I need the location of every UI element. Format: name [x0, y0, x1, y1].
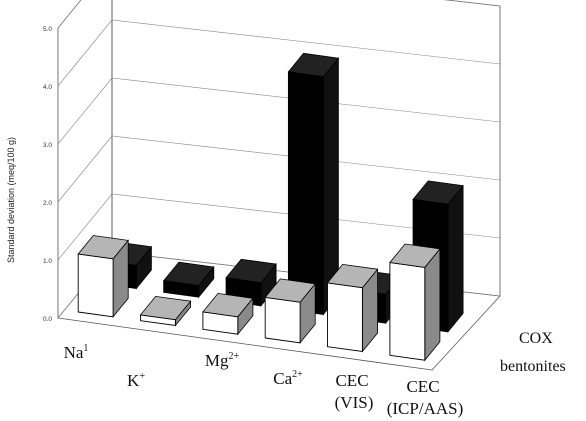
gridline [57, 19, 501, 87]
category-label: CEC [406, 377, 439, 396]
floor-edge [57, 295, 501, 371]
category-label-line2: (VIS) [335, 393, 374, 412]
category-label: CEC [335, 371, 368, 390]
gridline [57, 0, 501, 29]
category-label: Ca2+ [273, 369, 303, 388]
gridline [57, 193, 501, 261]
bar-top-cox [162, 261, 215, 286]
bar-bentonites [264, 296, 301, 344]
category-label: Na1 [64, 343, 89, 362]
gridline [57, 135, 501, 203]
bars [77, 52, 464, 362]
bar-top-cox [412, 180, 464, 205]
bar-cox [287, 71, 324, 316]
y-tick-label: 3.0 [43, 142, 52, 149]
bar-top-bentonites [77, 235, 129, 260]
bar-top-cox [225, 258, 277, 284]
gridline [57, 77, 501, 145]
y-tick-label: 0.0 [43, 316, 52, 323]
bar-side-cox [447, 184, 464, 333]
category-label: K+ [127, 371, 145, 390]
category-labels: Na1 K+ Mg2+ Ca2+ CEC (VIS) CEC (ICP/AAS) [64, 343, 464, 418]
bar-top-bentonites [202, 292, 254, 318]
bar-top-bentonites [139, 295, 192, 321]
series-label-bentonites: bentonites [500, 358, 566, 375]
category-label-line2: (ICP/AAS) [387, 399, 464, 418]
series-label-cox: COX [519, 330, 553, 347]
bar-side-bentonites [424, 247, 441, 362]
bar-top-bentonites [326, 263, 379, 289]
y-axis-label: Standard deviation (meq/100 g) [6, 137, 16, 263]
y-tick-label: 2.0 [43, 200, 52, 207]
y-tick-label: 1.0 [43, 258, 52, 265]
y-axis-ticks: 0.0 1.0 2.0 3.0 4.0 5.0 [43, 26, 52, 323]
category-label: Mg2+ [205, 351, 240, 370]
bar-top-bentonites [264, 278, 316, 303]
bar-top-bentonites [389, 243, 441, 268]
y-tick-label: 4.0 [43, 84, 52, 91]
bar-bentonites [327, 282, 363, 353]
bar-top-cox [287, 52, 340, 78]
y-tick-label: 5.0 [43, 26, 52, 33]
bar-bentonites [389, 261, 426, 361]
bar-bentonites [77, 253, 114, 318]
